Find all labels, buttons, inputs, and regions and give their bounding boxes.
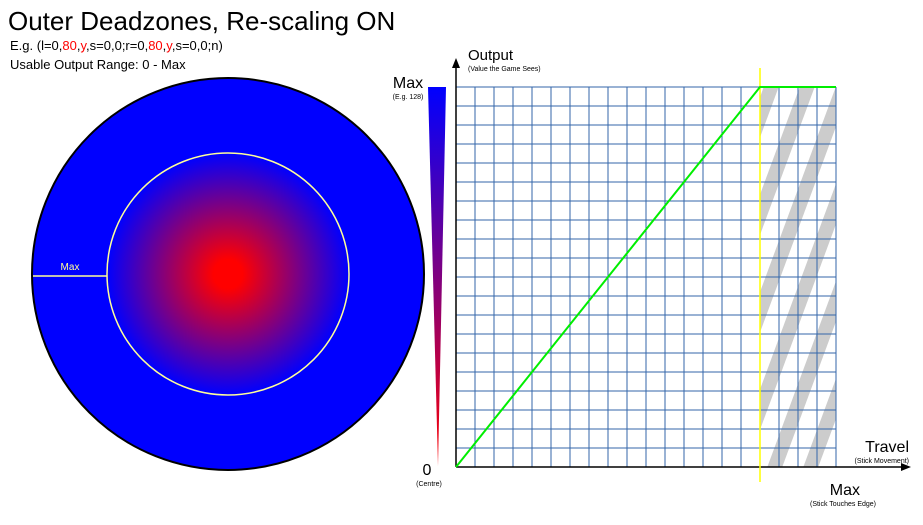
hatch-stripe [868, 47, 923, 507]
output-gradient-bar [428, 87, 446, 466]
example-segment: , [76, 38, 81, 53]
x-max-sublabel: (Stick Touches Edge) [810, 501, 876, 508]
hatch-stripe [767, 281, 836, 467]
stick-usable-area [106, 152, 350, 396]
origin-sublabel: (Centre) [416, 481, 442, 488]
hatch-stripe [760, 87, 815, 235]
example-segment: ,s=0,0;n) [171, 38, 223, 53]
y-max-sublabel: (E.g. 128) [393, 94, 424, 101]
hatch-stripe [832, 47, 923, 507]
hatch-stripe [803, 378, 836, 467]
example-segment: , [162, 38, 167, 53]
example-segment-highlight: y [80, 38, 87, 53]
y-axis-subtitle: (Value the Game Sees) [468, 66, 541, 73]
example-segment-highlight: 80 [148, 38, 163, 53]
example-command: E.g. (l=0,80,y,s=0,0;r=0,80,y,s=0,0;n) [10, 38, 223, 53]
example-segment-highlight: y [166, 38, 172, 53]
page-title: Outer Deadzones, Re-scaling ON [8, 6, 396, 36]
y-max-label: Max [393, 75, 423, 92]
origin-label: 0 [423, 462, 432, 479]
stick-max-label: Max [61, 262, 80, 273]
x-axis-subtitle: (Stick Movement) [855, 458, 909, 465]
graph-grid [455, 86, 837, 468]
response-curve [455, 86, 836, 468]
y-axis-title: Output [468, 47, 514, 64]
x-axis-title: Travel [865, 439, 909, 456]
hatch-stripe [904, 47, 923, 507]
example-segment-highlight: 80 [62, 38, 77, 53]
x-axis-arrow [901, 463, 911, 471]
example-prefix: E.g. ( [10, 38, 42, 53]
y-axis-arrow [452, 58, 460, 68]
usable-output-range: Usable Output Range: 0 - Max [10, 57, 186, 72]
x-max-label: Max [830, 482, 860, 499]
example-segment: l=0, [41, 38, 63, 53]
example-segment: ,s=0,0;r=0, [86, 38, 149, 53]
